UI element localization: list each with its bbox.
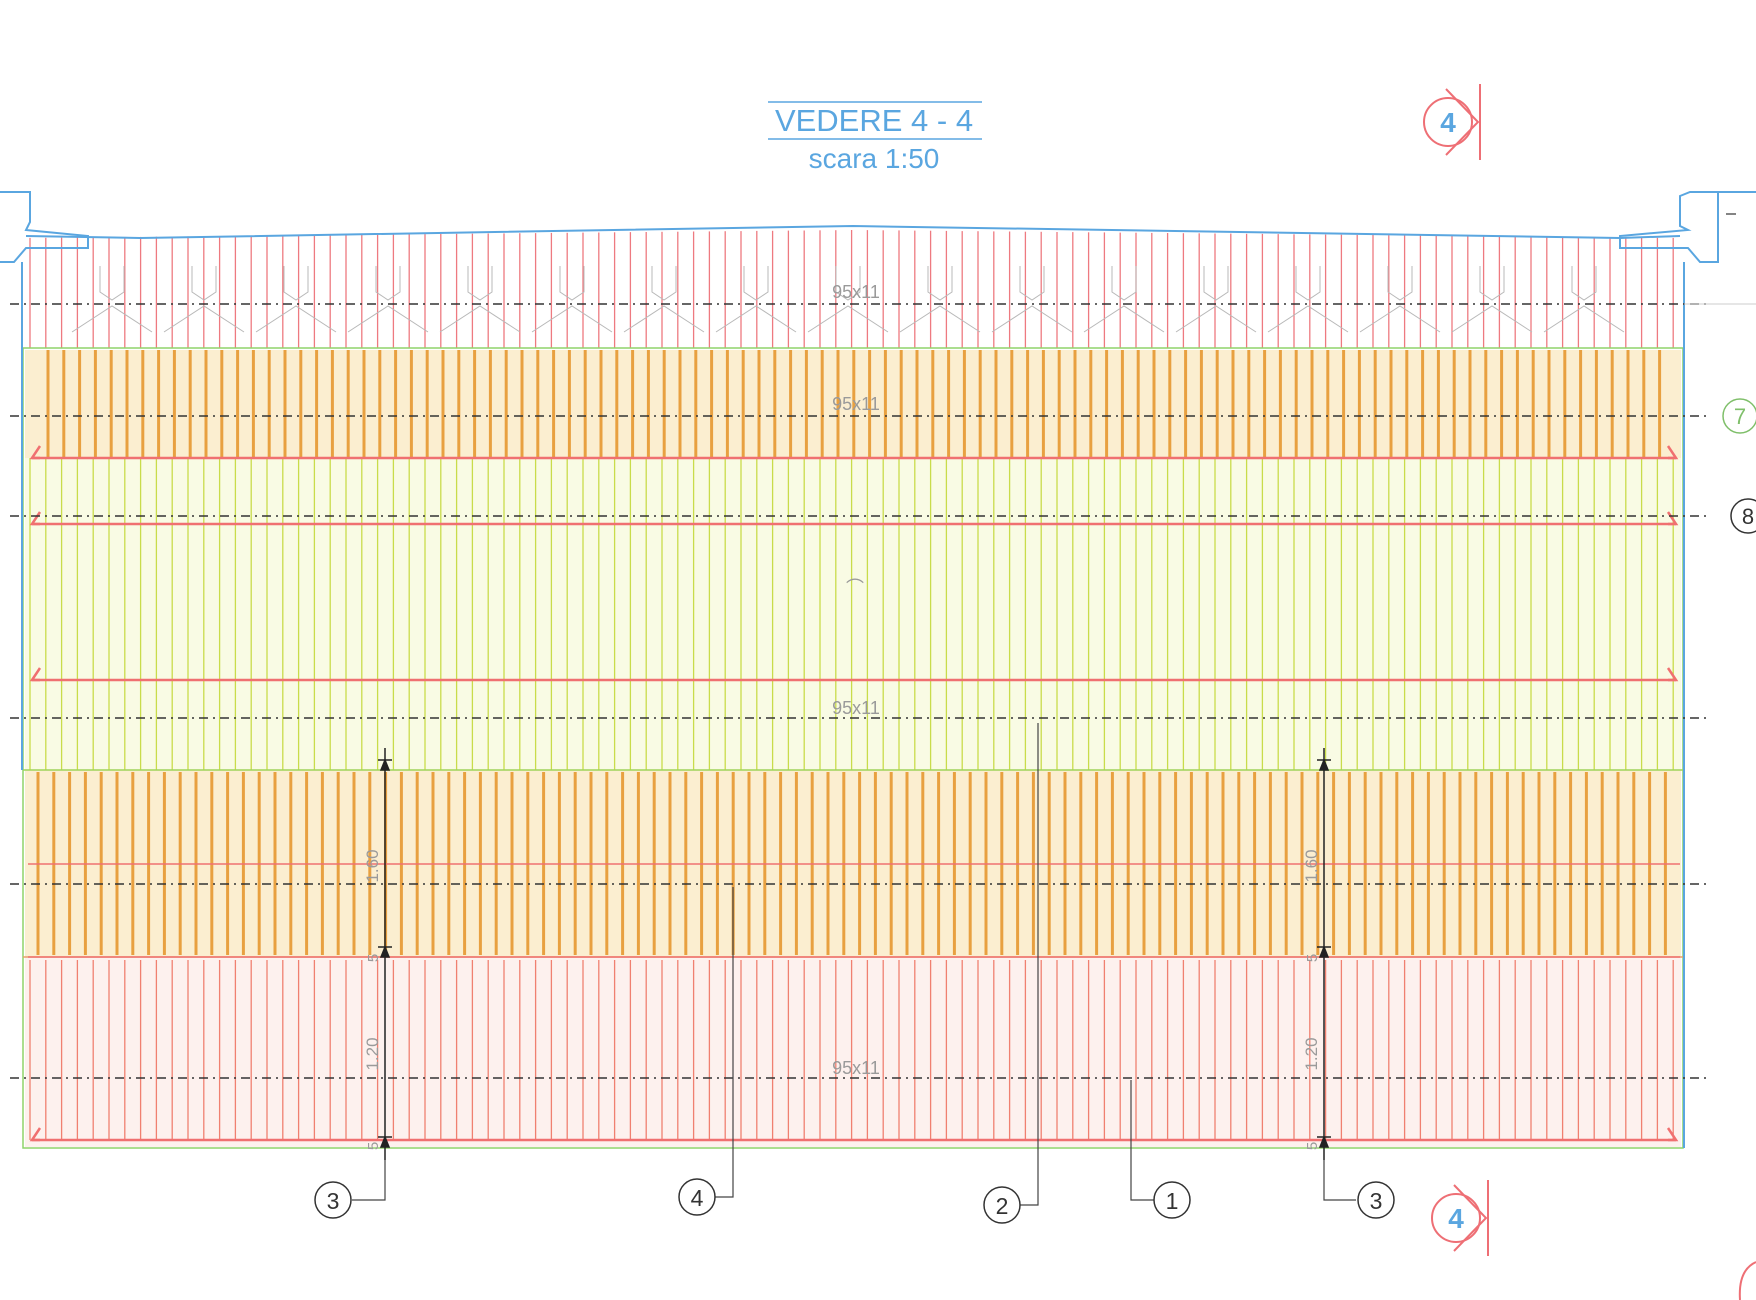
orange-mesh-top xyxy=(46,350,1662,458)
section-outline-blue xyxy=(0,191,1756,1148)
stirrup-hook xyxy=(29,445,42,460)
dim-right-2: 5 xyxy=(1304,954,1321,962)
callout-bubble-3-label: 2 xyxy=(996,1193,1009,1219)
callout-bubble-3: 2 xyxy=(983,1186,1021,1224)
callout-bubble-1: 3 xyxy=(314,1181,352,1219)
dim-left-4: 5 xyxy=(365,1142,382,1150)
deck-profile xyxy=(899,266,981,333)
drawing-title: VEDERE 4 - 4 scara 1:50 xyxy=(768,101,982,174)
dim-right-1: 1.60 xyxy=(1302,849,1321,882)
section-marker-top-label: 4 xyxy=(1440,107,1456,138)
callout-bubble-5: 3 xyxy=(1357,1181,1395,1219)
title-scale: scara 1:50 xyxy=(809,143,940,174)
deck-profile xyxy=(807,266,889,333)
right-callout-8: 8 xyxy=(1730,498,1756,534)
corner-arc xyxy=(1738,1261,1756,1300)
deck-profile xyxy=(163,266,245,333)
deck-profile xyxy=(347,266,429,333)
deck-profile xyxy=(255,266,337,333)
dimension-right xyxy=(1317,748,1331,1160)
band-label-2: 95x11 xyxy=(832,394,880,414)
band-label-4: 95x11 xyxy=(832,1058,880,1078)
right-callout-7: 7 xyxy=(1722,398,1756,434)
bottom-rebar-group xyxy=(29,960,1674,1140)
callout-bubble-1-label: 3 xyxy=(327,1188,340,1214)
callout-bubble-2-label: 4 xyxy=(691,1185,704,1211)
deck-profile xyxy=(1083,266,1165,333)
deck-profile xyxy=(1267,266,1349,333)
stirrup-hook xyxy=(1666,667,1679,682)
stirrup-hook xyxy=(1666,445,1679,460)
dim-left-3: 1.20 xyxy=(363,1037,382,1070)
band-backgrounds xyxy=(25,350,1681,1147)
section-marker-bottom-label: 4 xyxy=(1448,1203,1464,1234)
dimension-left xyxy=(378,748,392,1160)
band-labels: 95x11 95x11 95x11 95x11 ⌒ xyxy=(832,282,880,1078)
right-callout-7-label: 7 xyxy=(1734,404,1746,429)
callout-bubble-2: 4 xyxy=(678,1178,716,1216)
dim-left-1: 1.60 xyxy=(363,849,382,882)
dim-right-4: 5 xyxy=(1304,1142,1321,1150)
dim-right-3: 1.20 xyxy=(1302,1037,1321,1070)
band-label-1: 95x11 xyxy=(832,282,880,302)
horizontal-stirrups xyxy=(28,445,1680,1142)
right-callout-8-label: 8 xyxy=(1742,504,1754,529)
section-marker-bottom: 4 xyxy=(1431,1180,1489,1256)
callout-bubble-4: 1 xyxy=(1153,1181,1191,1219)
deck-profile xyxy=(439,266,521,333)
band-label-3: 95x11 xyxy=(832,698,880,718)
deck-profile xyxy=(531,266,613,333)
deck-profiles xyxy=(71,266,1625,333)
stirrup-hook xyxy=(29,667,42,682)
section-marker-top: 4 xyxy=(1423,84,1481,160)
deck-profile xyxy=(71,266,153,333)
deck-profile xyxy=(715,266,797,333)
upper-rebar-group xyxy=(29,230,1674,348)
axis-lines xyxy=(10,303,1756,1079)
deck-profile xyxy=(623,266,705,333)
stirrup-hook xyxy=(1666,1127,1679,1142)
callout-bubble-5-label: 3 xyxy=(1370,1188,1383,1214)
dim-left-2: 5 xyxy=(365,954,382,962)
deck-profile xyxy=(1175,266,1257,333)
callout-leaders xyxy=(352,723,1356,1206)
title-main: VEDERE 4 - 4 xyxy=(775,103,973,138)
deck-profile xyxy=(991,266,1073,333)
stirrup-hook xyxy=(29,1127,42,1142)
deck-profile xyxy=(1543,266,1625,333)
deck-profile xyxy=(1451,266,1533,333)
deck-profile xyxy=(1359,266,1441,333)
callout-bubble-4-label: 1 xyxy=(1166,1188,1179,1214)
center-mark: ⌒ xyxy=(846,578,864,598)
